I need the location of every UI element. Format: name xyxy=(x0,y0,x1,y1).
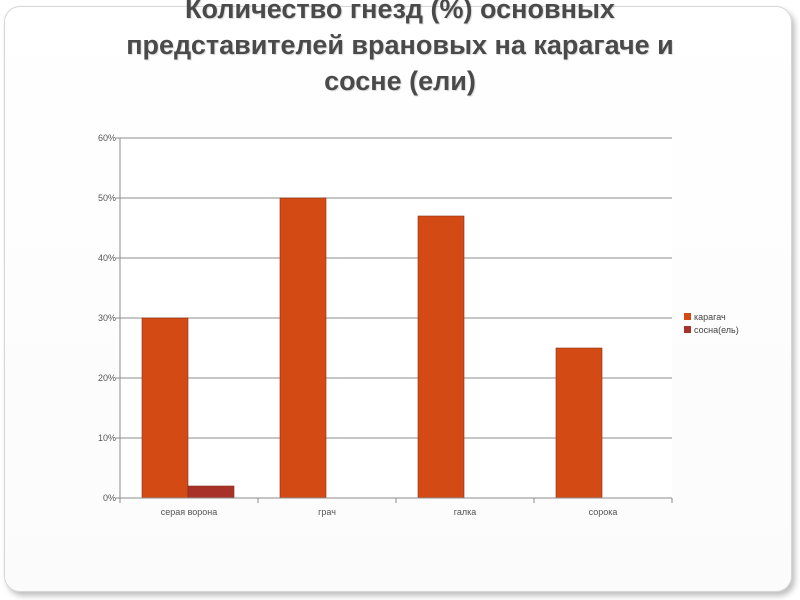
bar-karagach-3 xyxy=(555,347,603,499)
y-tick-label: 60% xyxy=(98,133,116,143)
slide-title-line-1: Количество гнезд (%) основных xyxy=(185,0,615,24)
y-tick-label: 10% xyxy=(98,433,116,443)
legend-label: сосна(ель) xyxy=(694,325,739,335)
y-tick-label: 50% xyxy=(98,193,116,203)
y-tick-label: 30% xyxy=(98,313,116,323)
x-tick-label: грач xyxy=(318,507,336,517)
y-tick-label: 0% xyxy=(103,493,116,503)
x-tick-label: галка xyxy=(454,507,476,517)
slide-title-line-3: сосне (ели) xyxy=(324,66,476,96)
slide-title: Количество гнезд (%) основных представит… xyxy=(20,0,780,99)
legend-label: карагач xyxy=(694,312,726,322)
bar-karagach-0 xyxy=(141,317,189,499)
y-tick-label: 20% xyxy=(98,373,116,383)
legend-swatch xyxy=(684,326,691,333)
slide-title-line-2: представителей врановых на карагаче и xyxy=(126,30,674,60)
y-tick-label: 40% xyxy=(98,253,116,263)
x-tick-label: серая ворона xyxy=(161,507,218,517)
x-tick-label: сорока xyxy=(589,507,618,517)
bar-karagach-1 xyxy=(279,197,327,499)
legend-swatch xyxy=(684,313,691,320)
bar-sosna-0 xyxy=(187,485,235,499)
bar-karagach-2 xyxy=(417,215,465,499)
